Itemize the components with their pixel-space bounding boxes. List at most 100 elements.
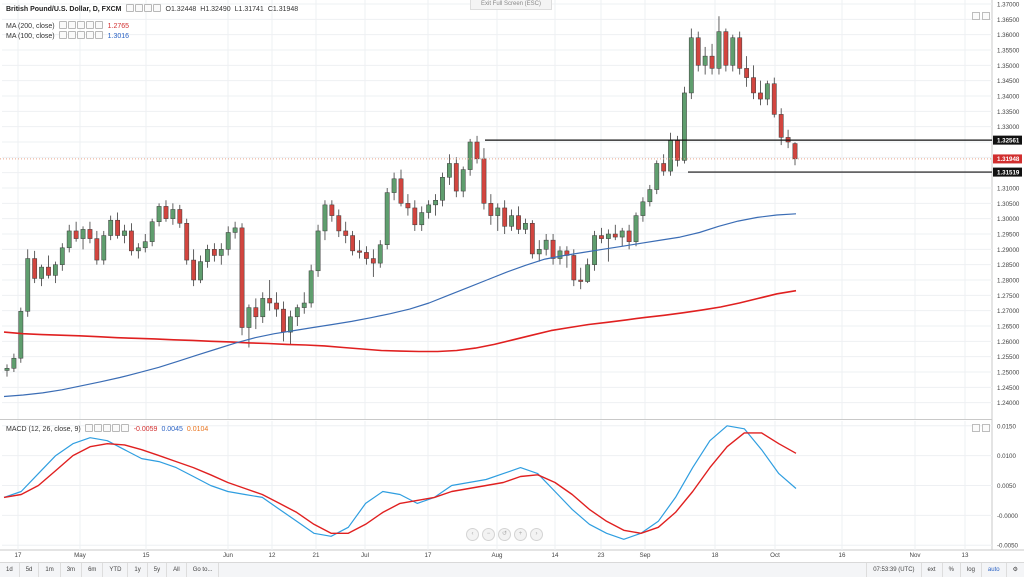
macd-axis-labels: 0.0150 0.0100 0.0050 -0.0000 -0.0050 [997,423,1019,549]
candle-body [135,247,141,252]
grid [2,0,992,550]
candle-body [391,178,397,193]
candle [32,250,38,284]
candle [142,234,148,253]
auto-toggle[interactable]: auto [980,563,1006,577]
macd-signal-value: 0.0104 [186,425,209,433]
candle-body [294,307,300,318]
candle-body [129,230,134,252]
reset-icon[interactable]: ↺ [498,528,511,541]
candle [778,108,784,146]
candle [495,203,501,231]
exit-fullscreen-button[interactable]: Exit Full Screen (ESC) [470,0,552,10]
candle-body [52,264,58,276]
macd-pane-controls[interactable] [972,424,990,432]
candle [654,160,660,195]
scroll-left-icon[interactable]: ‹ [466,528,479,541]
candle-body [730,37,736,66]
candle [640,197,646,222]
price-badge-label: 1.31519 [997,169,1020,176]
candle [156,203,162,227]
candle [191,249,197,287]
range-6m[interactable]: 6m [82,563,104,577]
candle [419,206,425,231]
candle-body [619,230,625,238]
range-1d[interactable]: 1d [0,563,20,577]
price-tick-label: 1.33500 [997,109,1020,116]
chart-navigation[interactable]: ‹ − ↺ + › [466,528,543,541]
candle [612,224,618,241]
candle [599,227,604,244]
candle [315,224,321,277]
candle-body [39,266,44,279]
ma200-controls[interactable] [58,21,104,31]
candle [529,220,535,259]
ext-toggle[interactable]: ext [920,563,942,577]
candle-body [177,209,183,224]
candle [557,246,563,265]
price-axis-area [992,0,1024,562]
macd-line [3,425,797,540]
goto-button[interactable]: Go to... [187,563,220,577]
range-ytd[interactable]: YTD [103,563,129,577]
candle-body [122,230,127,236]
candle-body [440,177,445,201]
ohlc-close: C1.31948 [267,5,299,13]
ma100-legend: MA (100, close) 1.3016 [6,31,129,41]
price-badge-label: 1.32561 [997,137,1020,144]
log-toggle[interactable]: log [959,563,981,577]
macd-controls[interactable] [84,424,130,434]
price-badges: 1.32561 1.31948 1.31519 [993,135,1022,177]
zoom-in-icon[interactable]: + [514,528,527,541]
candle-body [516,215,521,230]
candle-body [543,239,549,250]
candle [571,249,577,287]
range-1y[interactable]: 1y [128,563,148,577]
candle [647,184,653,207]
candle-body [481,158,487,204]
price-badge-bg [993,167,1022,177]
scroll-right-icon[interactable]: › [530,528,543,541]
candle [384,188,390,250]
time-tick-label: 23 [598,552,605,559]
symbol-title: British Pound/U.S. Dollar, D, FXCM [6,5,122,13]
candle-body [364,252,369,259]
candle [336,209,342,238]
candle [391,172,397,201]
price-pane-controls[interactable] [972,12,990,20]
candle [239,223,245,336]
macd-tick-label: -0.0050 [997,543,1019,550]
range-1m[interactable]: 1m [39,563,61,577]
candle [723,28,729,72]
zoom-out-icon[interactable]: − [482,528,495,541]
time-tick-label: 12 [269,552,276,559]
price-tick-label: 1.28500 [997,262,1020,269]
candle [80,226,86,250]
price-tick-label: 1.27000 [997,308,1020,315]
range-3m[interactable]: 3m [61,563,83,577]
candle [59,243,65,271]
candle-body [142,241,148,249]
candle [66,224,72,253]
price-tick-label: 1.34000 [997,94,1020,101]
candle [246,304,252,348]
legend-controls[interactable] [125,4,162,14]
candle-body [419,212,425,226]
candle [433,194,438,216]
settings-gear-icon[interactable]: ⚙ [1005,563,1024,577]
range-all[interactable]: All [167,563,187,577]
candle-body [474,141,480,160]
candle-body [744,68,750,78]
candle [737,31,743,75]
ma100-controls[interactable] [58,31,104,41]
candle-body [682,92,687,161]
range-5y[interactable]: 5y [148,563,168,577]
candle [619,227,625,247]
price-tick-label: 1.29000 [997,247,1020,254]
candle [488,194,494,225]
candles [4,16,798,377]
chart-background [0,0,1024,562]
percent-toggle[interactable]: % [941,563,960,577]
range-5d[interactable]: 5d [20,563,40,577]
